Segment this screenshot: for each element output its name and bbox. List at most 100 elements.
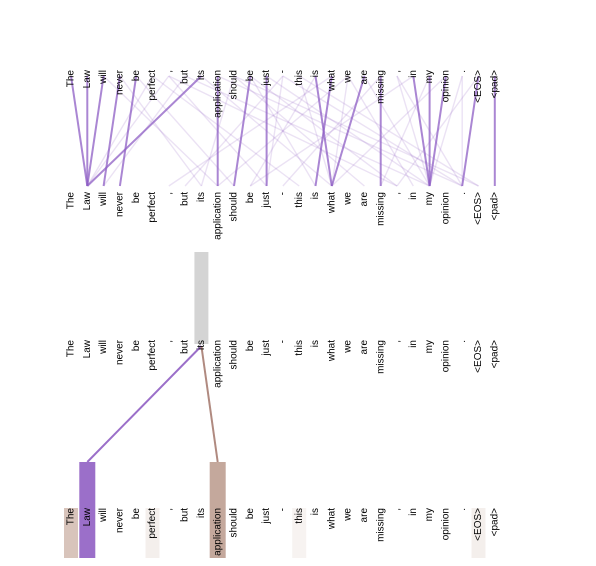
bottom-key-token-11: be [245, 508, 256, 520]
top-target-token-9: application [212, 192, 223, 240]
weak-attention-link-6 [331, 75, 349, 187]
top-target-token-19: missing [375, 192, 386, 226]
bottom-key-token-14: this [294, 508, 305, 524]
top-source-token-7: but [180, 70, 191, 84]
bottom-query-token-7: but [180, 340, 191, 354]
bottom-key-token-5: perfect [147, 508, 158, 539]
bottom-key-token-24: . [457, 508, 468, 511]
top-target-token-8: its [196, 192, 207, 202]
bottom-key-token-19: missing [375, 508, 386, 542]
bottom-query-token-12: just [261, 340, 272, 357]
top-source-token-21: in [408, 70, 419, 78]
bottom-key-token-23: opinion [441, 508, 452, 540]
top-target-token-6: , [163, 192, 174, 195]
bottom-key-token-15: is [310, 508, 321, 515]
bottom-query-token-6: , [163, 340, 174, 343]
top-attention-links [70, 75, 496, 187]
bottom-query-token-11: be [245, 340, 256, 352]
bottom-query-token-1: Law [82, 339, 93, 358]
weak-attention-link-0 [86, 75, 154, 187]
strong-attention-link-7 [314, 75, 333, 187]
bottom-key-token-13: - [278, 508, 289, 511]
bottom-query-token-3: never [115, 339, 126, 365]
bottom-key-token-12: just [261, 508, 272, 525]
strong-attention-link-15 [118, 75, 138, 187]
bottom-key-token-9: application [212, 508, 223, 556]
weak-attention-link-15 [217, 75, 463, 187]
bottom-query-token-25: <EOS> [473, 340, 484, 373]
strong-attention-link-3 [102, 75, 121, 187]
top-target-token-10: should [229, 192, 240, 221]
top-source-token-13: - [278, 70, 289, 73]
weak-attention-link-16 [233, 75, 479, 187]
bottom-query-token-5: perfect [147, 340, 158, 371]
top-target-token-11: be [245, 192, 256, 204]
top-source-token-26: <pad> [489, 70, 500, 99]
top-source-token-4: be [131, 70, 142, 82]
top-source-token-20: , [392, 70, 403, 73]
top-target-token-17: we [343, 192, 354, 206]
bottom-key-token-17: we [343, 508, 354, 522]
top-target-token-25: <EOS> [473, 192, 484, 225]
bottom-query-token-24: . [457, 340, 468, 343]
bottom-key-token-6: , [163, 508, 174, 511]
top-source-token-labels: The Law will never be perfect, but its applicati… [66, 69, 501, 118]
top-source-token-11: be [245, 70, 256, 82]
bottom-key-token-2: will [98, 508, 109, 523]
top-source-token-2: will [98, 70, 109, 85]
bottom-token-highlights [64, 252, 486, 558]
strong-attention-link-14 [86, 75, 105, 187]
faint-token-highlight-2 [292, 508, 307, 558]
bottom-key-token-8: its [196, 508, 207, 518]
bottom-query-token-labels: The Law will never be perfect, but its applicati… [66, 339, 501, 388]
top-target-token-18: are [359, 192, 370, 207]
bottom-key-token-labels: The Law will never be perfect, but its applicati… [66, 507, 501, 556]
query-attention-link-0 [86, 345, 203, 463]
bottom-query-token-18: are [359, 340, 370, 355]
key-token-highlight-1 [209, 462, 226, 558]
bottom-query-token-0: The [66, 340, 77, 358]
bottom-query-token-2: will [98, 340, 109, 355]
top-source-token-1: Law [82, 69, 93, 88]
top-source-token-18: are [359, 70, 370, 85]
bottom-attention-links [86, 345, 219, 463]
bottom-key-token-10: should [229, 508, 240, 537]
top-target-token-12: just [261, 192, 272, 209]
query-token-highlight [194, 252, 209, 344]
bottom-key-token-0: The [66, 508, 77, 526]
strong-attention-link-16 [233, 75, 252, 187]
bottom-query-token-19: missing [375, 340, 386, 374]
bottom-query-token-4: be [131, 340, 142, 352]
top-target-token-labels: The Law will never be perfect, but its applicati… [66, 191, 501, 240]
top-target-token-26: <pad> [489, 192, 500, 221]
top-source-token-16: what [326, 70, 337, 92]
bottom-attention-panel: The Law will never be perfect, but its applicati… [64, 252, 500, 558]
weak-attention-link-36 [331, 75, 447, 187]
bottom-query-token-22: my [424, 340, 435, 353]
weak-attention-link-5 [298, 75, 333, 187]
top-source-token-24: . [457, 70, 468, 73]
top-target-token-5: perfect [147, 192, 158, 223]
bottom-query-token-15: is [310, 340, 321, 347]
top-source-token-23: opinion [441, 70, 452, 102]
top-target-token-1: Law [82, 191, 93, 210]
bottom-query-token-8: its [196, 340, 207, 350]
top-target-token-14: this [294, 192, 305, 208]
top-source-token-25: <EOS> [473, 70, 484, 103]
weak-attention-link-7 [396, 75, 431, 187]
bottom-key-token-7: but [180, 508, 191, 522]
weak-attention-link-24 [103, 75, 219, 187]
key-token-highlight-0 [79, 462, 96, 558]
top-source-token-6: , [163, 70, 174, 73]
bottom-query-token-21: in [408, 340, 419, 348]
top-source-token-3: never [115, 69, 126, 95]
bottom-key-token-1: Law [82, 507, 93, 526]
weak-attention-link-27 [233, 75, 365, 187]
strong-attention-link-17 [330, 75, 366, 187]
top-target-token-16: what [326, 192, 337, 214]
weak-attention-link-34 [249, 75, 414, 187]
bottom-query-token-14: this [294, 340, 305, 356]
weak-attention-link-30 [249, 75, 317, 187]
weak-attention-link-28 [249, 75, 317, 187]
